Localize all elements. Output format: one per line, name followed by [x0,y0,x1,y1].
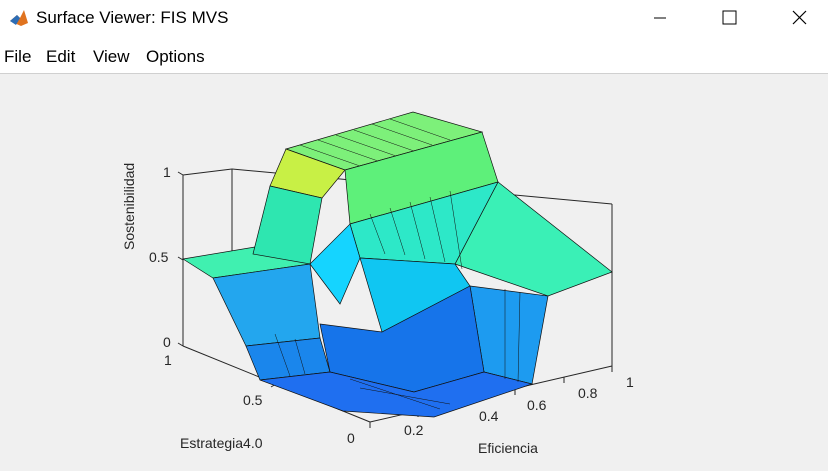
close-button[interactable] [766,0,828,36]
x-tick-label: 0.4 [479,408,499,424]
title-bar: Surface Viewer: FIS MVS [0,0,828,36]
y-axis-label: Estrategia4.0 [180,435,263,451]
x-tick-label: 0.2 [404,422,424,438]
z-tick-label: 1 [163,164,171,180]
x-tick-label: 0.8 [578,385,598,401]
z-axis-label: Sostenibilidad [121,162,137,250]
x-axis-label: Eficiencia [478,440,538,456]
x-tick-label: 1 [626,374,634,390]
surface-plot-area[interactable]: 1 0.5 0 Sostenibilidad 1 0.5 0 Estrategi… [0,74,828,471]
maximize-icon [722,10,737,25]
menu-view[interactable]: View [93,47,130,66]
minimize-button[interactable] [628,0,692,36]
x-tick-label: 0.6 [527,397,547,413]
menu-options[interactable]: Options [146,47,205,66]
y-tick-label: 1 [164,352,172,368]
y-tick-label: 0 [347,430,355,446]
maximize-button[interactable] [697,0,761,36]
menu-bar: File Edit View Options [0,36,828,74]
z-tick-label: 0 [163,334,171,350]
close-icon [792,10,807,25]
menu-file[interactable]: File [4,47,32,66]
surface-plot[interactable] [0,74,828,471]
y-tick-label: 0.5 [243,392,263,408]
surface-grid [274,118,521,410]
window-title: Surface Viewer: FIS MVS [36,8,229,27]
matlab-app-icon [8,7,30,29]
z-tick-label: 0.5 [149,249,169,265]
minimize-icon [654,17,666,19]
menu-edit[interactable]: Edit [46,47,76,66]
fis-surface [182,111,613,418]
